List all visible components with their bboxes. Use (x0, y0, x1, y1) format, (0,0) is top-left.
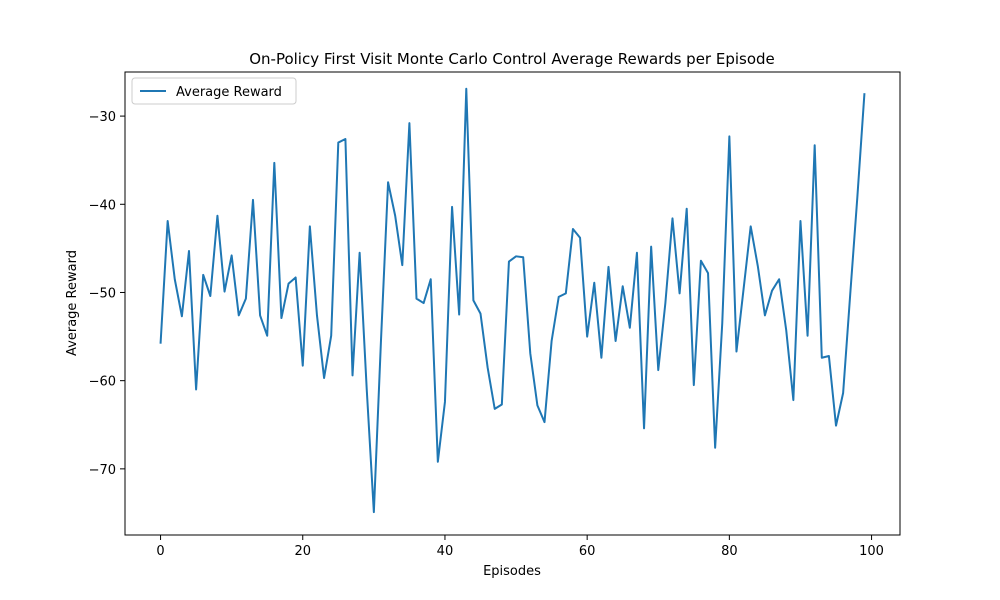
y-tick-label: −70 (89, 463, 116, 478)
y-tick-label: −50 (89, 286, 116, 301)
x-axis-label: Episodes (483, 564, 541, 579)
y-tick-label: −30 (89, 110, 116, 125)
x-tick-label: 100 (859, 544, 884, 559)
series-layer (159, 87, 866, 514)
y-axis: −70 −60 −50 −40 −30 (89, 110, 125, 478)
x-tick-label: 40 (437, 544, 454, 559)
y-axis-label: Average Reward (65, 250, 80, 356)
legend-label: Average Reward (176, 85, 282, 100)
x-tick-label: 0 (156, 544, 164, 559)
legend-box (131, 77, 297, 105)
x-axis: 0 20 40 60 80 100 (156, 535, 884, 559)
x-tick-label: 20 (294, 544, 311, 559)
legend: Average Reward (131, 77, 297, 105)
series-line-average-reward (159, 87, 866, 514)
plot-area (124, 71, 901, 536)
plot-frame (124, 71, 901, 536)
chart-title: On-Policy First Visit Monte Carlo Contro… (249, 50, 775, 68)
x-tick-label: 60 (579, 544, 596, 559)
y-tick-label: −60 (89, 375, 116, 390)
x-tick-label: 80 (721, 544, 738, 559)
y-tick-label: −40 (89, 198, 116, 213)
